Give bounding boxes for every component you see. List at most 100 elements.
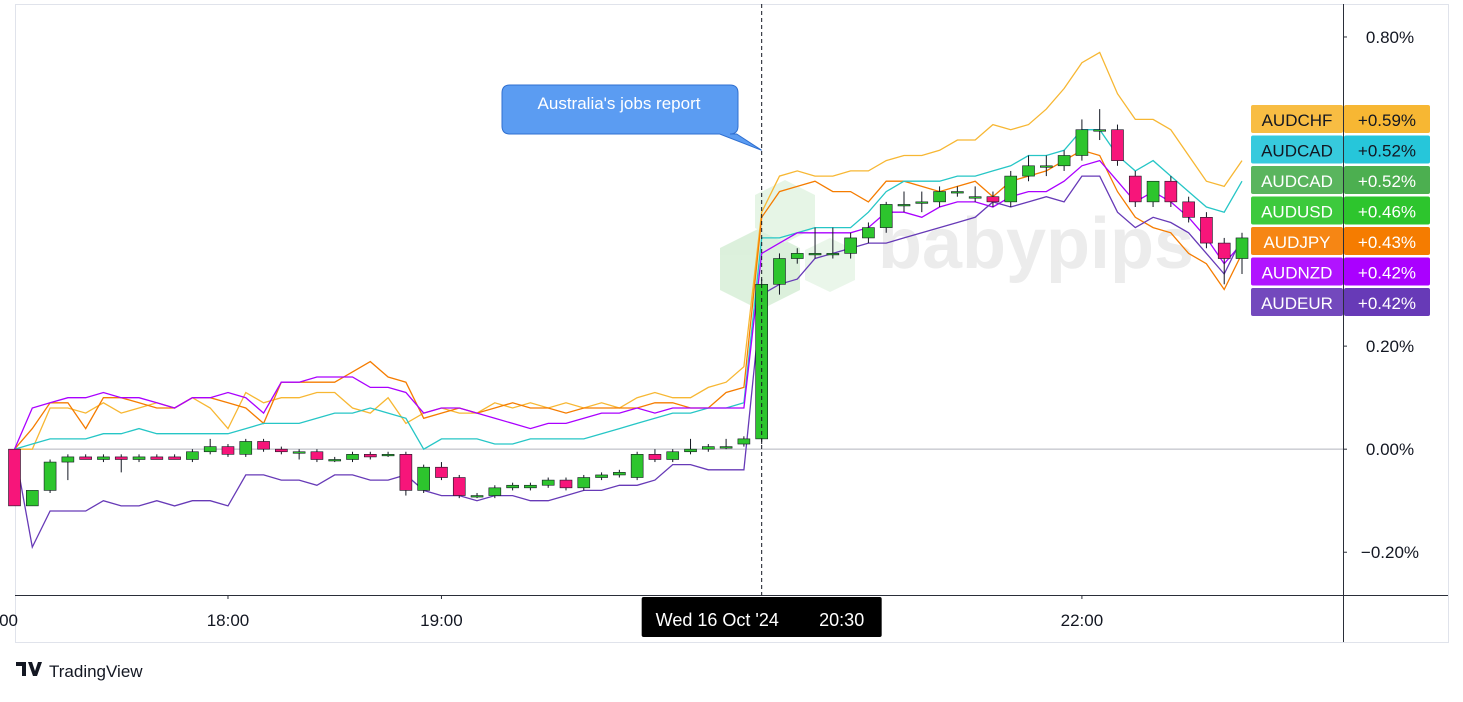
brand-logo — [16, 662, 42, 676]
candle-body — [310, 451, 324, 460]
price-label-name: AUDNZD — [1262, 264, 1333, 283]
candle-body — [150, 456, 164, 460]
candle-body — [1128, 175, 1142, 203]
candle-body — [61, 456, 75, 463]
candle-body — [648, 454, 662, 460]
candle-body — [43, 461, 57, 491]
price-label-name-box — [1251, 227, 1343, 255]
price-label-name-box — [1251, 196, 1343, 225]
y-tick-label: 0.80% — [1366, 28, 1414, 47]
candle-body — [346, 454, 359, 460]
candle-body — [257, 441, 270, 450]
price-label-name-box — [1251, 166, 1343, 194]
candle-body — [613, 472, 626, 476]
candle-body — [879, 204, 893, 228]
x-tick-label: 23:00 — [0, 611, 18, 630]
series-line — [13, 175, 1243, 550]
price-label-name: AUDCHF — [1262, 111, 1333, 130]
candle-body — [541, 479, 555, 486]
price-label-name: AUDEUR — [1261, 294, 1333, 313]
series-line — [14, 149, 1243, 450]
candle-body — [666, 451, 680, 460]
candle-body — [114, 456, 128, 460]
price-label-value: +0.42% — [1358, 264, 1416, 283]
candle-body — [1057, 155, 1071, 167]
watermark-text: babypips — [878, 204, 1194, 284]
candle-body — [8, 448, 21, 507]
candle-body — [719, 446, 733, 449]
price-label-value: +0.42% — [1358, 294, 1416, 313]
annotation-bubble — [501, 84, 762, 151]
candle-body — [630, 454, 644, 478]
candle-body — [826, 253, 840, 256]
annotation: Australia's jobs report — [501, 84, 762, 151]
candle-body — [1235, 237, 1249, 259]
candle-body — [915, 201, 929, 204]
candle-body — [97, 456, 110, 460]
candle-body — [1111, 129, 1124, 161]
price-label-value-box — [1344, 105, 1430, 133]
price-label-name-box — [1251, 105, 1343, 133]
price-label-value: +0.46% — [1358, 203, 1416, 222]
candle-body — [1200, 217, 1213, 244]
candle-body — [363, 454, 377, 458]
price-label-name-box — [1251, 135, 1343, 164]
price-label-value-box — [1344, 166, 1430, 194]
candle-body — [1217, 242, 1231, 259]
candle-body — [506, 484, 519, 489]
candle-body — [790, 253, 804, 259]
candle-body — [399, 454, 413, 491]
candle-body — [1004, 175, 1018, 203]
x-tick-label: 22:00 — [1061, 611, 1104, 630]
price-label-name: AUDCAD — [1261, 172, 1333, 191]
price-label-value-box — [1344, 196, 1430, 225]
price-label-name-box — [1251, 257, 1343, 286]
candle-body — [452, 477, 466, 496]
price-label-name-box — [1251, 288, 1343, 316]
candle-body — [1182, 201, 1195, 218]
price-label-value: +0.59% — [1358, 111, 1416, 130]
crosshair-label-box — [641, 597, 882, 637]
candle-body — [239, 441, 253, 455]
watermark: babypips — [720, 180, 1194, 310]
crosshair-time: 20:30 — [819, 610, 864, 630]
watermark-cube — [805, 238, 855, 292]
price-label-name: AUDJPY — [1263, 233, 1330, 252]
candle-body — [986, 196, 1000, 203]
brand-name: TradingView — [49, 662, 143, 681]
candle-body — [275, 448, 288, 453]
candle-body — [1093, 129, 1106, 132]
price-label-name: AUDCAD — [1261, 142, 1333, 161]
x-tick-label: 18:00 — [207, 611, 250, 630]
candle-body — [1022, 165, 1035, 177]
candle-body — [132, 456, 146, 460]
candle-body — [79, 456, 92, 460]
candle-body — [968, 196, 982, 199]
price-label-value-box — [1344, 288, 1430, 316]
candle-body — [951, 191, 964, 194]
candle-body — [186, 451, 199, 460]
candle-body — [844, 237, 857, 254]
candle-body — [808, 253, 822, 256]
price-label-value-box — [1344, 257, 1430, 286]
candle-body — [488, 487, 502, 496]
y-tick-label: 0.00% — [1366, 440, 1414, 459]
candle-body — [1040, 165, 1053, 168]
candle-body — [595, 474, 608, 478]
candle-body — [292, 451, 306, 454]
crosshair-date: Wed 16 Oct '24 — [656, 610, 779, 630]
x-tick-label: 19:00 — [420, 611, 463, 630]
candle-body — [417, 466, 430, 491]
price-label-name: AUDUSD — [1261, 203, 1333, 222]
candle-body — [897, 204, 911, 207]
price-label-value-box — [1344, 135, 1430, 164]
overlay: Wed 16 Oct '24 20:30 AUDCHF +0.59% AUDCAD +0.… — [641, 4, 1430, 637]
y-tick-label: 0.20% — [1366, 337, 1414, 356]
plot-area: 0.80% 0.20% 0.00% −0.20% 18:00 19:00 22:00 23:0… — [0, 28, 1419, 630]
candle-body — [773, 258, 786, 285]
candle-body — [328, 459, 342, 462]
candle-body — [221, 446, 235, 455]
candle-body — [1075, 129, 1089, 156]
